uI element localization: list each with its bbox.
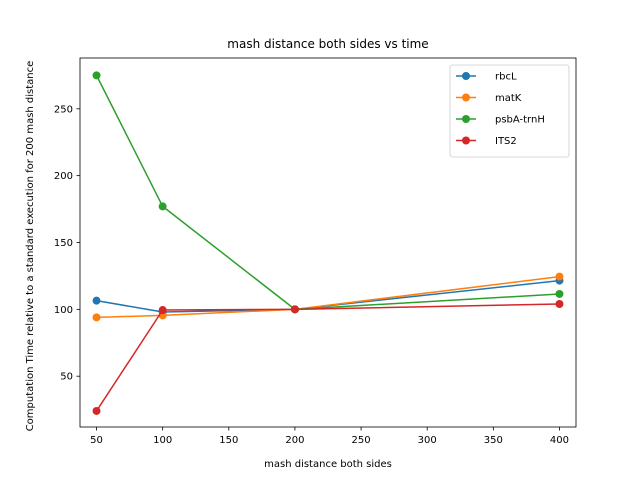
data-point-its2 — [92, 406, 101, 415]
legend-swatch-marker — [462, 136, 470, 145]
data-point-psba-trnh — [92, 71, 101, 80]
x-tick-label: 150 — [219, 435, 238, 446]
y-tick-label: 50 — [60, 372, 73, 383]
x-tick-label: 200 — [285, 435, 304, 446]
legend-label: rbcL — [495, 72, 517, 83]
legend-item: rbcL — [456, 72, 517, 83]
chart-title: mash distance both sides vs time — [227, 37, 428, 51]
series-line-rbcl — [96, 279, 560, 313]
legend-item: matK — [456, 93, 522, 104]
y-tick-label: 150 — [54, 238, 73, 249]
data-point-matk — [92, 313, 101, 322]
legend-swatch-marker — [462, 115, 470, 123]
x-tick-label: 350 — [484, 435, 503, 446]
data-point-matk — [555, 272, 564, 281]
y-tick-label: 200 — [54, 171, 73, 182]
data-point-its2 — [555, 300, 564, 308]
series-line-psba-trnh — [95, 75, 560, 311]
series-line-its2 — [95, 303, 560, 412]
legend-swatch-marker — [462, 72, 470, 80]
x-tick-label: 250 — [352, 435, 371, 446]
data-point-its2 — [290, 305, 299, 314]
x-axis: 50 100 150 200 250 300 350 400 — [90, 427, 569, 446]
legend-item: ITS2 — [456, 136, 517, 147]
legend-label: psbA-trnH — [495, 115, 545, 126]
x-tick-label: 100 — [153, 435, 172, 446]
data-point-its2 — [158, 306, 167, 315]
legend: rbcL matK psbA-trnH ITS2 — [449, 64, 570, 158]
legend-label: matK — [495, 93, 522, 104]
data-point-psba-trnh — [158, 202, 167, 211]
x-tick-label: 50 — [90, 435, 103, 446]
data-point-rbcl — [92, 296, 101, 305]
y-tick-label: 250 — [54, 104, 73, 115]
y-tick-label: 100 — [54, 305, 73, 316]
y-axis: 50 100 150 200 250 — [54, 104, 80, 383]
x-axis-label: mash distance both sides — [264, 459, 392, 470]
series-its2 — [92, 300, 564, 415]
x-tick-label: 300 — [418, 435, 437, 446]
series-matk — [92, 272, 564, 322]
y-axis-label: Computation Time relative to a standard … — [25, 61, 36, 432]
legend-frame — [449, 64, 570, 158]
x-tick-label: 400 — [550, 435, 569, 446]
series-line-matk — [96, 275, 560, 319]
legend-item: psbA-trnH — [456, 115, 545, 126]
data-point-psba-trnh — [555, 289, 564, 298]
legend-swatch-marker — [462, 93, 470, 102]
legend-label: ITS2 — [495, 136, 517, 147]
series-layer — [92, 71, 564, 415]
